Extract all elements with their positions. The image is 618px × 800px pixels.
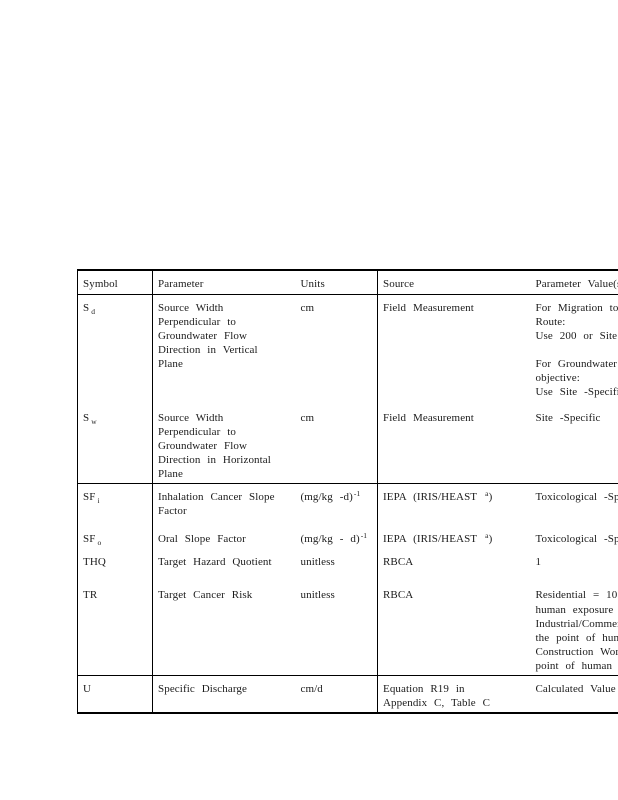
parameter-cell: Target Cancer Risk — [152, 581, 296, 676]
parameter-text: Oral Slope Factor — [158, 532, 246, 545]
col-header-units: Units — [295, 270, 378, 295]
source-footnote-superscript: a — [485, 489, 489, 498]
value-cell: For Migration to G Route: Use 200 or Sit… — [531, 294, 618, 405]
source-text: IEPA (IRIS/HEAST — [383, 532, 478, 545]
value-cell: Site -Specific — [530, 405, 618, 484]
parameter-cell: Oral Slope Factor — [153, 526, 296, 549]
col-header-parameter: Parameter — [152, 270, 296, 295]
units-cell: cm — [295, 405, 378, 484]
source-cell: Equation R19 in Appendix C, Table C — [377, 675, 531, 713]
parameters-table: Symbol Parameter Units Source Parameter … — [77, 269, 618, 714]
value-cell: Calculated Value — [531, 675, 618, 713]
col-header-source: Source — [377, 270, 531, 295]
symbol-base: S — [83, 301, 90, 314]
source-text: RBCA — [383, 588, 414, 601]
table-header-row: Symbol Parameter Units Source Parameter … — [77, 270, 618, 295]
source-text: Field Measurement — [383, 301, 474, 314]
symbol-cell: U — [77, 675, 153, 713]
source-text: Equation R19 in Appendix C, Table C — [383, 682, 491, 709]
source-footnote-superscript: a — [485, 530, 489, 540]
symbol-base: THQ — [83, 555, 106, 568]
value-text: 1 — [535, 555, 542, 568]
parameter-text: Source Width Perpendicular to Groundwate… — [158, 412, 271, 480]
parameter-text: Source Width Perpendicular to Groundwate… — [158, 301, 258, 370]
symbol-subscript: d — [91, 306, 96, 316]
symbol-base: U — [83, 682, 92, 695]
source-text-close: ) — [488, 532, 493, 545]
table-row-sfo: SF o Oral Slope Factor (mg/kg - d)-1 IEPA… — [77, 525, 618, 549]
parameter-text: Target Hazard Quotient — [158, 555, 272, 568]
col-header-symbol: Symbol — [77, 270, 153, 295]
parameter-cell: Target Hazard Quotient — [153, 549, 296, 582]
value-text: Residential = 10 — [535, 588, 618, 601]
source-cell: IEPA (IRIS/HEAST a) — [377, 525, 531, 549]
table-row-thq: THQ Target Hazard Quotient unitless RBCA… — [77, 548, 618, 582]
table-row-sfi: SF i Inhalation Cancer Slope Factor (mg/k… — [77, 483, 618, 526]
units-cell: unitless — [295, 581, 378, 676]
value-first-line: Residential = 10-6 — [536, 588, 618, 603]
value-cell: Toxicological -Spe — [531, 484, 618, 526]
symbol-base: S — [83, 412, 90, 424]
symbol-base: TR — [83, 588, 98, 601]
parameter-text: Target Cancer Risk — [158, 588, 253, 601]
value-text: For Migration to G Route: Use 200 or Sit… — [535, 301, 618, 398]
value-cell: Residential = 10-6 human exposure Indust… — [530, 581, 618, 676]
source-text-close: ) — [488, 491, 493, 503]
symbol-subscript: w — [91, 417, 97, 426]
units-base: (mg/kg -d) — [300, 491, 353, 503]
source-text: IEPA (IRIS/HEAST — [383, 491, 478, 503]
units-cell: cm — [300, 301, 315, 314]
parameter-table-region: Symbol Parameter Units Source Parameter … — [77, 269, 618, 714]
source-text: Field Measurement — [383, 412, 474, 424]
symbol-cell: TR — [77, 581, 153, 676]
source-cell: IEPA (IRIS/HEAST a) — [377, 483, 531, 526]
source-cell: Field Measurement — [377, 405, 531, 484]
symbol-base: SF — [83, 491, 96, 503]
parameter-cell: Source Width Perpendicular to Groundwate… — [152, 405, 296, 484]
source-cell: Field Measurement — [377, 294, 531, 405]
symbol-cell: THQ — [77, 548, 153, 582]
value-text: Calculated Value — [535, 682, 616, 695]
source-cell: RBCA — [377, 548, 531, 582]
parameter-text: Inhalation Cancer Slope Factor — [158, 491, 275, 517]
parameter-cell: Inhalation Cancer Slope Factor — [153, 484, 296, 526]
units-superscript: -1 — [353, 489, 361, 498]
units-cell: cm/d — [300, 682, 323, 695]
units-cell: unitless — [300, 555, 335, 568]
symbol-cell: SF o — [77, 525, 153, 549]
symbol-cell: SF i — [77, 483, 153, 526]
units-superscript: -1 — [360, 530, 368, 540]
source-text: RBCA — [383, 555, 414, 568]
value-text: Site -Specific — [535, 412, 601, 424]
symbol-base: SF — [83, 532, 96, 545]
source-cell: RBCA — [377, 581, 531, 676]
units-cell: (mg/kg - d)-1 — [296, 526, 378, 549]
value-cell: Toxicological -Spe — [531, 526, 618, 549]
value-text-rest: human exposure Industrial/Commercia the … — [535, 603, 618, 672]
symbol-subscript: i — [97, 496, 100, 505]
value-text: Toxicological -Spe — [535, 532, 618, 545]
units-base: (mg/kg - d) — [300, 532, 360, 545]
table-row-u: U Specific Discharge cm/d Equation R19 i… — [77, 675, 618, 713]
table-row-tr: TR Target Cancer Risk unitless RBCA Resi… — [77, 581, 618, 676]
value-text: Toxicological -Spe — [535, 491, 618, 503]
parameter-cell: Source Width Perpendicular to Groundwate… — [153, 294, 296, 405]
symbol-subscript: o — [97, 537, 102, 547]
value-cell: 1 — [531, 549, 618, 582]
units-cell: (mg/kg -d)-1 — [296, 484, 378, 526]
col-header-parameter-values: Parameter Value(s) — [530, 270, 618, 295]
parameter-cell: Specific Discharge — [153, 675, 296, 713]
parameter-text: Specific Discharge — [158, 682, 247, 695]
